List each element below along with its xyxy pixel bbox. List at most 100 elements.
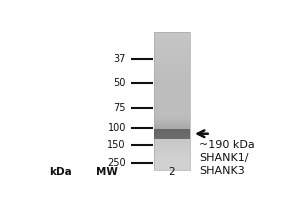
Bar (154, 146, 190, 147)
Bar (154, 136, 190, 137)
Bar (154, 108, 190, 109)
Bar (154, 82, 190, 83)
Bar (154, 46, 190, 47)
Bar (154, 162, 190, 163)
Bar (154, 144, 190, 145)
Bar (154, 32, 190, 33)
Bar (154, 92, 190, 93)
Bar (154, 42, 190, 43)
Text: 150: 150 (107, 140, 126, 150)
Bar (154, 36, 190, 37)
Bar (154, 47, 190, 48)
Bar (154, 61, 190, 62)
Bar (154, 158, 190, 159)
Bar (154, 40, 190, 41)
Bar (154, 142, 190, 143)
Bar (154, 136, 190, 137)
Bar (154, 160, 190, 161)
Bar (154, 50, 190, 51)
Bar (154, 71, 190, 72)
Bar (154, 134, 190, 135)
Bar (154, 114, 190, 115)
Bar (154, 58, 190, 59)
Bar (154, 32, 190, 170)
Bar (154, 63, 190, 64)
Bar (154, 161, 190, 162)
Bar (154, 62, 190, 63)
Bar (154, 65, 190, 66)
Bar (154, 125, 190, 126)
Bar (154, 129, 190, 139)
Bar (154, 93, 190, 94)
Bar (154, 137, 190, 138)
Bar (154, 113, 190, 114)
Bar (154, 47, 190, 48)
Bar (154, 52, 190, 53)
Bar (154, 148, 190, 149)
Bar (154, 119, 190, 120)
Bar (154, 98, 190, 99)
Bar (154, 41, 190, 42)
Bar (154, 72, 190, 73)
Bar (154, 108, 190, 109)
Bar (154, 168, 190, 169)
Text: kDa: kDa (50, 167, 72, 177)
Bar (154, 128, 190, 129)
Bar (154, 147, 190, 148)
Bar (154, 56, 190, 57)
Bar (154, 44, 190, 45)
Bar (154, 132, 190, 133)
Bar (154, 127, 190, 128)
Bar (154, 150, 190, 151)
Bar (154, 121, 190, 122)
Bar (154, 120, 190, 121)
Bar (154, 97, 190, 98)
Bar (154, 133, 190, 134)
Bar (154, 43, 190, 44)
Bar (154, 99, 190, 100)
Bar (154, 129, 190, 130)
Text: ~190 kDa
SHANK1/
SHANK3: ~190 kDa SHANK1/ SHANK3 (199, 140, 255, 176)
Bar (154, 77, 190, 78)
Bar (154, 81, 190, 82)
Bar (154, 130, 190, 131)
Bar (154, 45, 190, 46)
Bar (154, 163, 190, 164)
Bar (154, 73, 190, 74)
Bar (154, 139, 190, 140)
Text: 100: 100 (107, 123, 126, 133)
Bar (154, 38, 190, 39)
Text: 50: 50 (113, 78, 126, 88)
Bar (154, 58, 190, 59)
Bar (154, 167, 190, 168)
Bar (154, 140, 190, 141)
Bar (154, 123, 190, 124)
Bar (154, 84, 190, 85)
Bar (154, 152, 190, 153)
Bar (154, 38, 190, 39)
Bar (154, 160, 190, 161)
Bar (154, 123, 190, 124)
Bar (154, 89, 190, 90)
Bar (154, 80, 190, 81)
Bar (154, 35, 190, 36)
Bar (154, 64, 190, 65)
Bar (154, 88, 190, 89)
Bar (154, 145, 190, 146)
Bar (154, 124, 190, 125)
Bar (154, 70, 190, 71)
Bar (154, 37, 190, 38)
Bar (154, 67, 190, 68)
Bar (154, 74, 190, 75)
Bar (154, 75, 190, 76)
Bar (154, 33, 190, 34)
Bar (154, 143, 190, 144)
Bar (154, 112, 190, 113)
Bar (154, 36, 190, 37)
Bar (154, 95, 190, 96)
Bar (154, 96, 190, 97)
Bar (154, 164, 190, 165)
Bar (154, 76, 190, 77)
Bar (154, 78, 190, 79)
Bar (154, 153, 190, 154)
